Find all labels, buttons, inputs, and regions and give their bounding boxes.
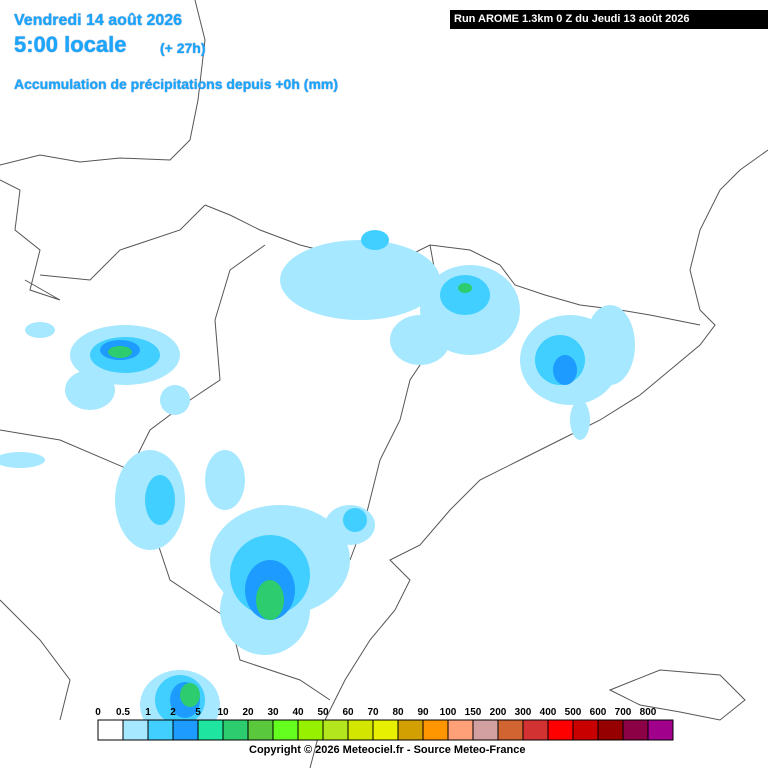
- precipitation: [0, 230, 635, 740]
- legend-label: 800: [640, 707, 657, 718]
- run-info: Run AROME 1.3km 0 Z du Jeudi 13 août 202…: [450, 10, 768, 29]
- legend-swatch: [97, 719, 124, 741]
- border: [0, 429, 131, 471]
- legend-label: 80: [392, 707, 404, 718]
- copyright: Copyright © 2026 Meteociel.fr - Source M…: [249, 744, 526, 756]
- legend-swatch: [272, 719, 299, 741]
- subtitle: Accumulation de précipitations depuis +0…: [14, 76, 338, 92]
- legend-label: 30: [267, 707, 279, 718]
- legend-swatch: [297, 719, 324, 741]
- coastline: [309, 149, 768, 768]
- legend-label: 700: [615, 707, 632, 718]
- legend-swatch: [222, 719, 249, 741]
- border: [0, 599, 71, 721]
- legend-label: 5: [195, 707, 201, 718]
- legend: 0 0.5 1 2 5 10 20 30 40 50 60 70 80 90 100 150 200 300 400…: [95, 707, 674, 741]
- legend-label: 90: [417, 707, 429, 718]
- precip-light: [0, 240, 635, 740]
- legend-label: 60: [342, 707, 354, 718]
- legend-swatch: [547, 719, 574, 741]
- legend-label: 10: [217, 707, 229, 718]
- legend-swatch: [247, 719, 274, 741]
- border: [0, 179, 61, 301]
- legend-swatch: [622, 719, 649, 741]
- legend-swatch: [572, 719, 599, 741]
- precip-green: [108, 283, 472, 707]
- legend-label: 500: [565, 707, 582, 718]
- legend-label: 400: [540, 707, 557, 718]
- legend-swatch: [422, 719, 449, 741]
- border: [39, 204, 206, 281]
- legend-label: 50: [317, 707, 329, 718]
- legend-label: 150: [465, 707, 482, 718]
- legend-swatch: [397, 719, 424, 741]
- coastline: [0, 0, 206, 166]
- legend-swatch: [347, 719, 374, 741]
- legend-swatch: [172, 719, 199, 741]
- legend-swatch: [597, 719, 624, 741]
- date: Vendredi 14 août 2026: [14, 12, 183, 29]
- legend-label: 100: [440, 707, 457, 718]
- legend-swatch: [197, 719, 224, 741]
- legend-label: 20: [242, 707, 254, 718]
- time: 5:00 locale: [14, 32, 127, 57]
- legend-swatch: [322, 719, 349, 741]
- island: [608, 669, 746, 721]
- legend-label: 40: [292, 707, 304, 718]
- legend-label: 200: [490, 707, 507, 718]
- legend-label: 600: [590, 707, 607, 718]
- legend-label: 1: [145, 707, 151, 718]
- legend-swatch: [372, 719, 399, 741]
- offset: (+ 27h): [160, 40, 206, 56]
- legend-label: 0: [95, 707, 101, 718]
- border: [204, 204, 701, 326]
- legend-swatch: [472, 719, 499, 741]
- legend-label: 2: [170, 707, 176, 718]
- legend-swatch: [147, 719, 174, 741]
- legend-swatch: [447, 719, 474, 741]
- legend-swatch: [122, 719, 149, 741]
- legend-swatch: [647, 719, 674, 741]
- legend-label: 0.5: [116, 707, 130, 718]
- legend-label: 70: [367, 707, 379, 718]
- legend-label: 300: [515, 707, 532, 718]
- legend-swatch: [497, 719, 524, 741]
- legend-swatch: [522, 719, 549, 741]
